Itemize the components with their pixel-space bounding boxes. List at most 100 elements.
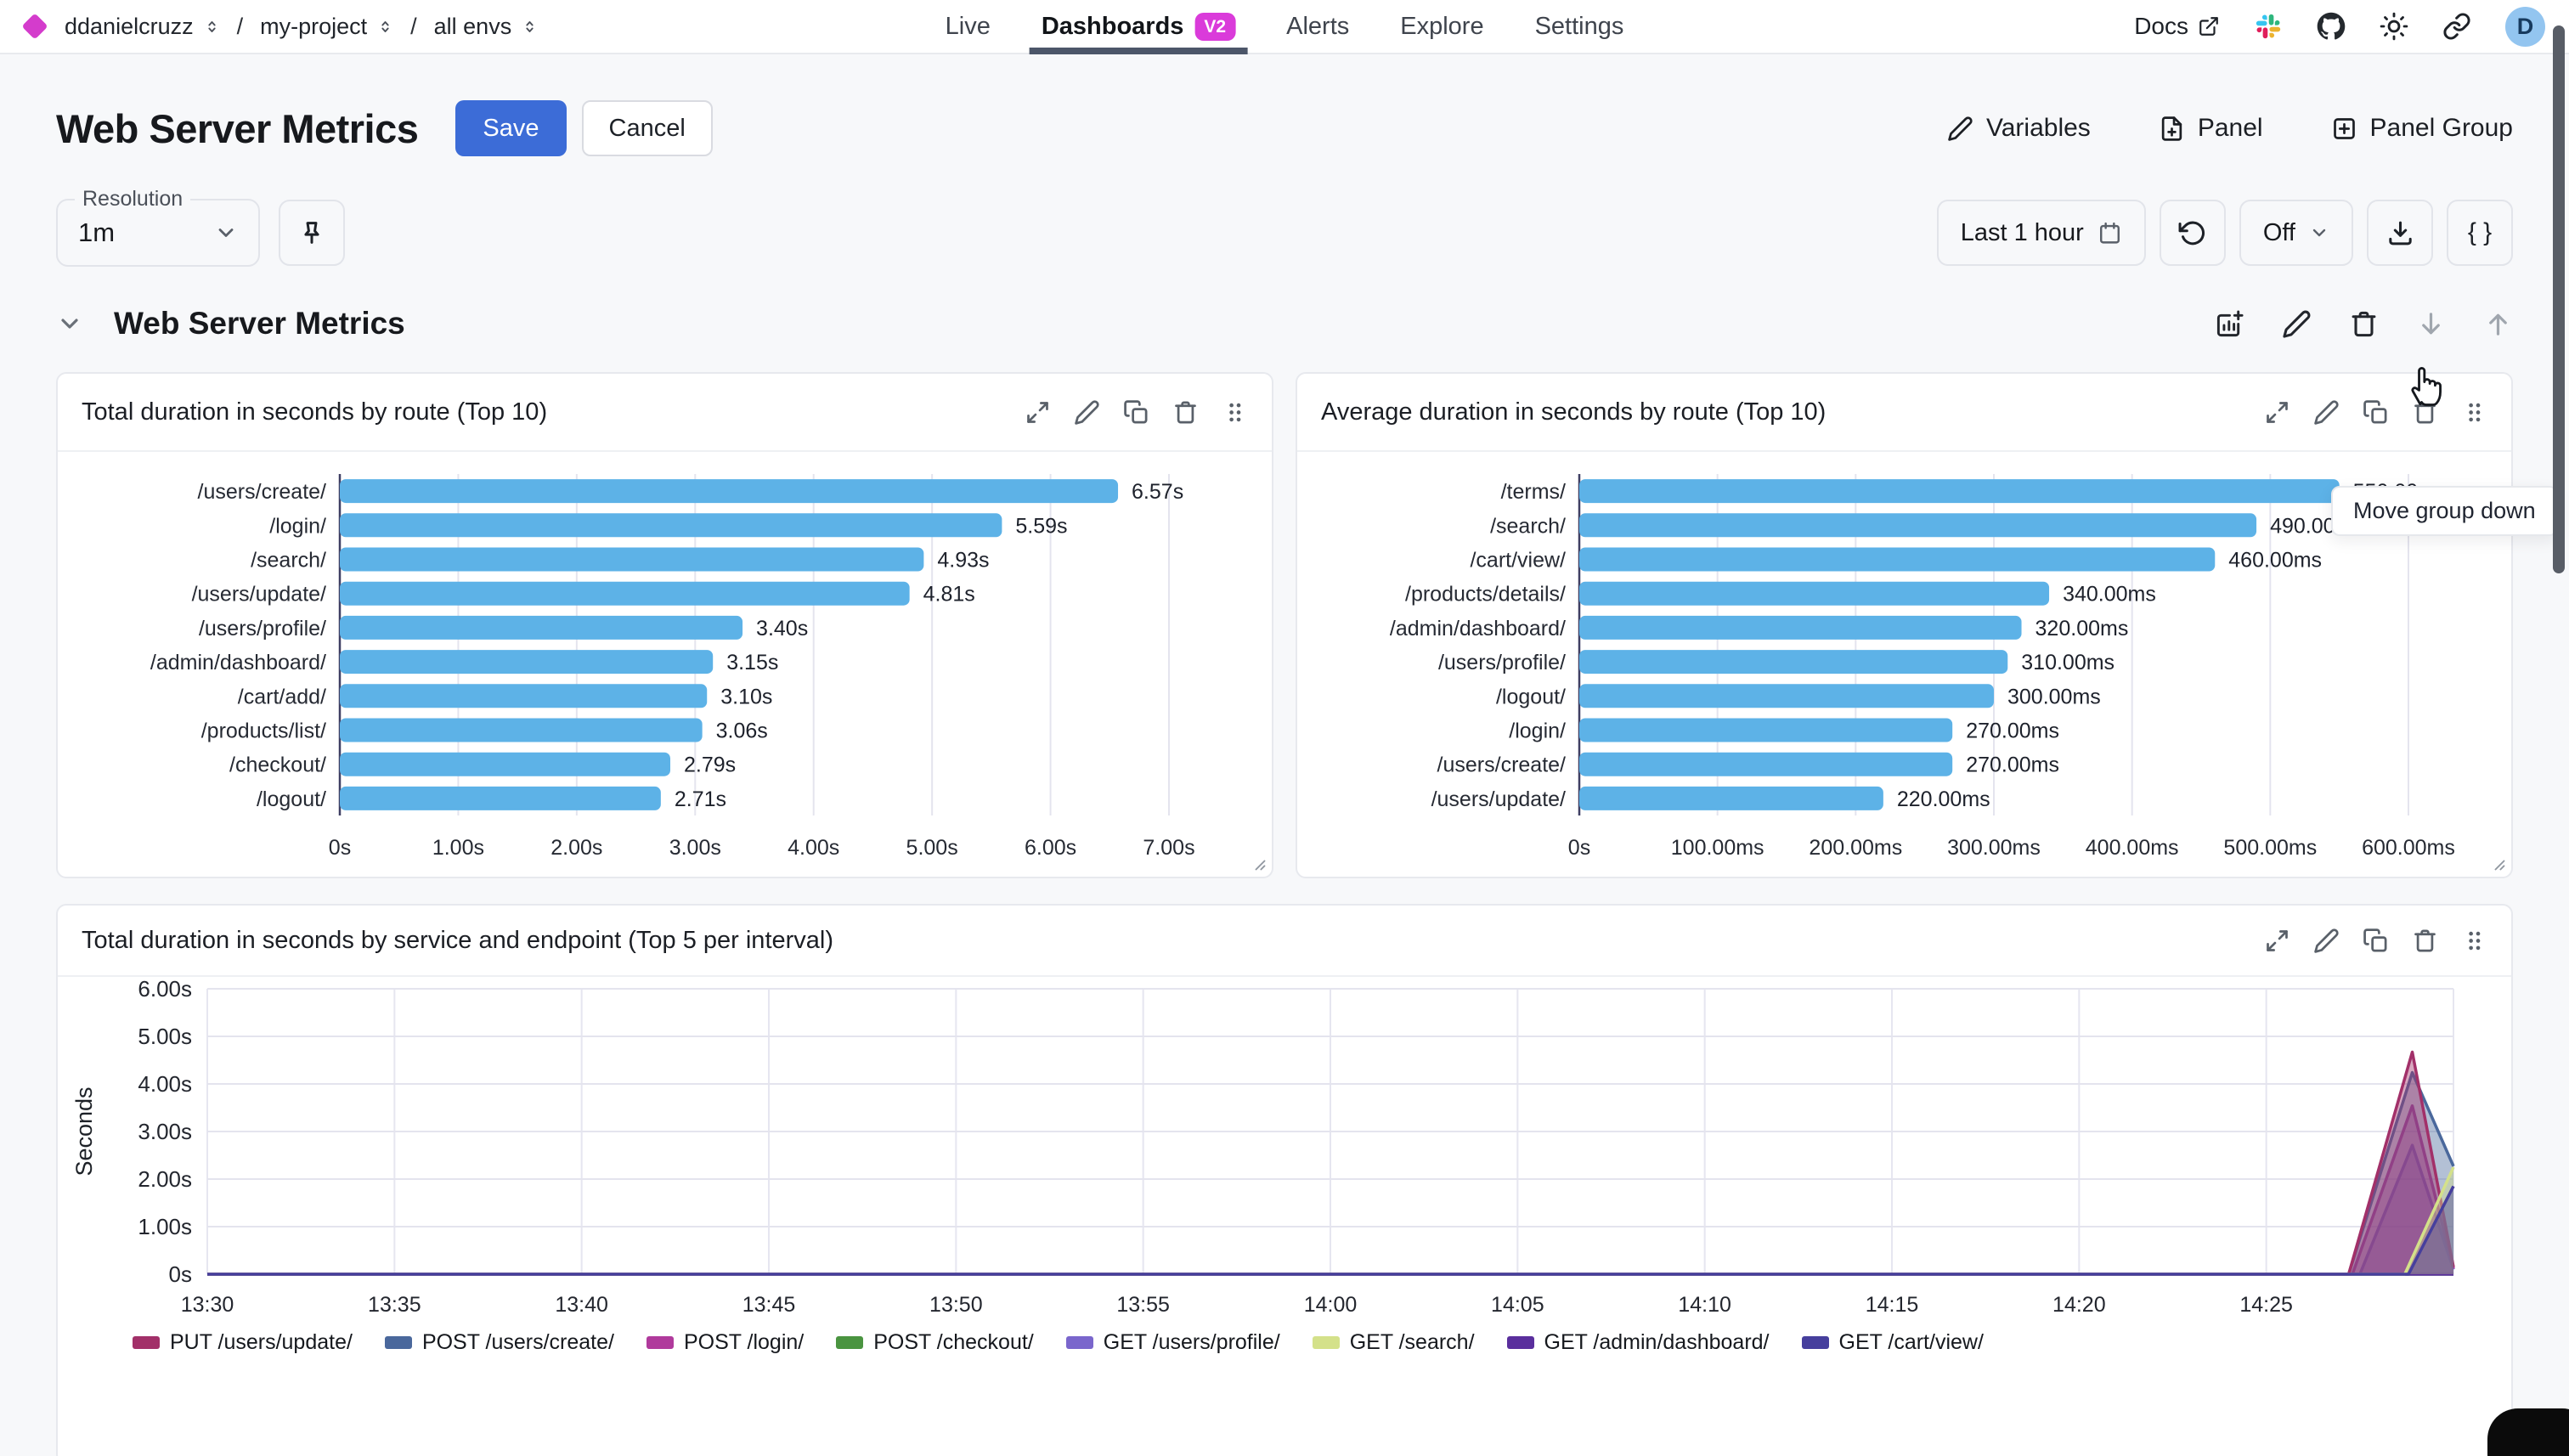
bar [340, 479, 1119, 504]
x-tick-label: 3.00s [669, 836, 721, 860]
floating-widget-corner[interactable] [2487, 1408, 2569, 1456]
bar [340, 752, 671, 776]
panel-total-duration: Total duration in seconds by route (Top … [56, 372, 1273, 878]
delete-group-icon[interactable] [2349, 309, 2379, 339]
legend-item[interactable]: GET /cart/view/ [1801, 1330, 1984, 1355]
auto-refresh-select[interactable]: Off [2239, 200, 2353, 266]
panel-group-header: Web Server Metrics [56, 306, 2513, 341]
resolution-select[interactable]: Resolution 1m [56, 187, 260, 267]
collapse-group-icon[interactable] [56, 310, 83, 337]
drag-handle-icon[interactable] [2461, 399, 2487, 426]
breadcrumb-org[interactable]: ddanielcruzz [65, 13, 194, 39]
panel-title: Average duration in seconds by route (To… [1321, 398, 1827, 426]
x-tick-label: 200.00ms [1809, 836, 1902, 860]
refresh-button[interactable] [2159, 200, 2226, 266]
duplicate-icon[interactable] [2363, 928, 2389, 954]
json-editor-button[interactable]: { } [2447, 200, 2513, 266]
edit-icon[interactable] [2313, 928, 2340, 954]
share-link-icon[interactable] [2442, 12, 2471, 41]
legend-item[interactable]: POST /login/ [646, 1330, 804, 1355]
page-scrollbar[interactable] [2553, 25, 2565, 573]
tab-alerts[interactable]: Alerts [1286, 12, 1350, 40]
tab-live[interactable]: Live [945, 12, 991, 40]
y-tick-label: 3.00s [138, 1119, 192, 1144]
legend-item[interactable]: POST /checkout/ [836, 1330, 1034, 1355]
brand-diamond-icon[interactable] [21, 13, 48, 40]
legend-item[interactable]: GET /admin/dashboard/ [1506, 1330, 1770, 1355]
slack-icon[interactable] [2254, 12, 2283, 41]
legend-swatch [384, 1336, 412, 1349]
category-label: /cart/view/ [1470, 549, 1566, 573]
time-range-button[interactable]: Last 1 hour [1936, 200, 2146, 266]
panel-header: Total duration in seconds by route (Top … [58, 374, 1272, 452]
cancel-button[interactable]: Cancel [581, 100, 713, 156]
legend-item[interactable]: GET /users/profile/ [1065, 1330, 1280, 1355]
tab-settings[interactable]: Settings [1534, 12, 1624, 40]
legend-swatch [836, 1336, 864, 1349]
panel-header: Total duration in seconds by service and… [58, 906, 2511, 977]
external-link-icon [2198, 15, 2220, 37]
expand-icon[interactable] [1025, 399, 1051, 426]
category-label: /users/create/ [1437, 753, 1567, 777]
resize-handle-icon[interactable] [2489, 855, 2506, 872]
panel-group-label: Panel Group [2369, 114, 2513, 142]
legend-label: GET /cart/view/ [1838, 1330, 1984, 1354]
x-tick-label: 14:25 [2239, 1293, 2293, 1317]
tab-explore[interactable]: Explore [1400, 12, 1484, 40]
add-chart-icon[interactable] [2215, 309, 2244, 339]
drag-handle-icon[interactable] [2461, 928, 2487, 954]
expand-icon[interactable] [2264, 399, 2290, 426]
header-actions: Variables Panel Panel Group [1947, 114, 2513, 143]
legend-item[interactable]: GET /search/ [1312, 1330, 1475, 1355]
duplicate-icon[interactable] [1123, 399, 1149, 426]
move-group-down-icon[interactable] [2416, 309, 2446, 339]
resolution-value: 1m [78, 217, 116, 247]
x-tick-label: 13:40 [555, 1293, 608, 1317]
project-select-icon[interactable] [377, 19, 393, 35]
tooltip-move-group-down: Move group down [2331, 486, 2558, 536]
save-button[interactable]: Save [455, 100, 567, 156]
nav-tabs: Live Dashboards V2 Alerts Explore Settin… [945, 0, 1624, 54]
download-button[interactable] [2367, 200, 2433, 266]
env-select-icon[interactable] [522, 19, 538, 35]
docs-link[interactable]: Docs [2134, 13, 2220, 40]
resize-handle-icon[interactable] [1250, 855, 1267, 872]
add-panel-button[interactable]: Panel [2159, 114, 2263, 143]
delete-icon[interactable] [1172, 399, 1199, 426]
breadcrumb-env[interactable]: all envs [433, 13, 512, 39]
drag-handle-icon[interactable] [1222, 399, 1248, 426]
avatar[interactable]: D [2505, 6, 2545, 47]
add-panel-group-button[interactable]: Panel Group [2331, 114, 2513, 143]
x-tick-label: 13:35 [368, 1293, 421, 1317]
legend-item[interactable]: POST /users/create/ [384, 1330, 614, 1355]
breadcrumb-project[interactable]: my-project [260, 13, 368, 39]
theme-toggle-icon[interactable] [2380, 12, 2408, 41]
pin-button[interactable] [279, 200, 345, 266]
edit-icon[interactable] [1074, 399, 1100, 426]
delete-icon[interactable] [2412, 928, 2438, 954]
chart-legend: PUT /users/update/POST /users/create/POS… [58, 1323, 2511, 1355]
tab-dashboards[interactable]: Dashboards V2 [1029, 0, 1248, 54]
expand-icon[interactable] [2264, 928, 2290, 954]
legend-label: POST /users/create/ [421, 1330, 614, 1354]
chevron-down-icon [214, 221, 238, 245]
bar [1579, 513, 2257, 538]
category-label: /login/ [269, 514, 326, 538]
category-label: /search/ [251, 549, 326, 573]
edit-group-icon[interactable] [2282, 309, 2312, 339]
org-select-icon[interactable] [204, 19, 220, 35]
github-icon[interactable] [2317, 12, 2346, 41]
move-group-up-icon[interactable] [2483, 309, 2513, 339]
legend-item[interactable]: PUT /users/update/ [133, 1330, 353, 1355]
edit-icon[interactable] [2313, 399, 2340, 426]
pin-icon [297, 218, 326, 247]
value-label: 5.59s [1015, 514, 1067, 538]
variables-button[interactable]: Variables [1947, 114, 2091, 143]
pencil-icon [1947, 116, 1973, 142]
x-tick-label: 14:00 [1304, 1293, 1358, 1317]
duplicate-icon[interactable] [2363, 399, 2389, 426]
value-label: 270.00ms [1966, 720, 2059, 743]
legend-swatch [1801, 1336, 1829, 1349]
value-label: 2.79s [684, 753, 736, 777]
category-label: /logout/ [257, 787, 326, 811]
